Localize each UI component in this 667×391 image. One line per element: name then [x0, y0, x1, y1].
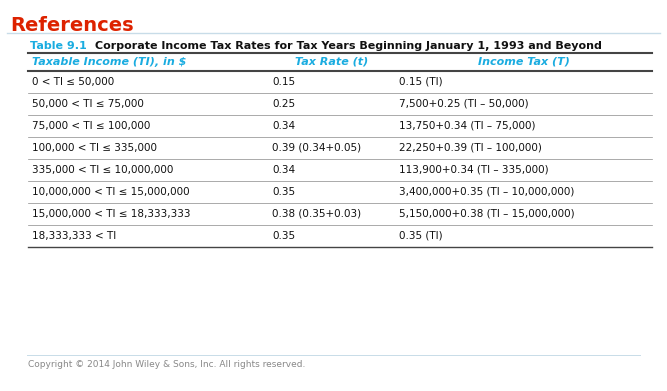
- Text: 0.39 (0.34+0.05): 0.39 (0.34+0.05): [272, 143, 361, 153]
- Text: 0.38 (0.35+0.03): 0.38 (0.35+0.03): [272, 209, 361, 219]
- Text: 0.25: 0.25: [272, 99, 295, 109]
- Text: 75,000 < TI ≤ 100,000: 75,000 < TI ≤ 100,000: [32, 121, 150, 131]
- Text: 0.34: 0.34: [272, 121, 295, 131]
- Text: 50,000 < TI ≤ 75,000: 50,000 < TI ≤ 75,000: [32, 99, 144, 109]
- Text: Taxable Income (TI), in $: Taxable Income (TI), in $: [32, 57, 186, 67]
- Text: Corporate Income Tax Rates for Tax Years Beginning January 1, 1993 and Beyond: Corporate Income Tax Rates for Tax Years…: [95, 41, 602, 51]
- Text: 7,500+0.25 (TI – 50,000): 7,500+0.25 (TI – 50,000): [399, 99, 529, 109]
- Text: 18,333,333 < TI: 18,333,333 < TI: [32, 231, 116, 241]
- Text: 0.15: 0.15: [272, 77, 295, 87]
- Text: 113,900+0.34 (TI – 335,000): 113,900+0.34 (TI – 335,000): [399, 165, 549, 175]
- Text: 3,400,000+0.35 (TI – 10,000,000): 3,400,000+0.35 (TI – 10,000,000): [399, 187, 574, 197]
- Text: 15,000,000 < TI ≤ 18,333,333: 15,000,000 < TI ≤ 18,333,333: [32, 209, 191, 219]
- Text: 100,000 < TI ≤ 335,000: 100,000 < TI ≤ 335,000: [32, 143, 157, 153]
- Text: 22,250+0.39 (TI – 100,000): 22,250+0.39 (TI – 100,000): [399, 143, 542, 153]
- Text: 335,000 < TI ≤ 10,000,000: 335,000 < TI ≤ 10,000,000: [32, 165, 173, 175]
- Text: 5,150,000+0.38 (TI – 15,000,000): 5,150,000+0.38 (TI – 15,000,000): [399, 209, 575, 219]
- Text: Table 9.1: Table 9.1: [30, 41, 87, 51]
- Text: 0.34: 0.34: [272, 165, 295, 175]
- Text: 0.15 (TI): 0.15 (TI): [399, 77, 443, 87]
- Text: 10,000,000 < TI ≤ 15,000,000: 10,000,000 < TI ≤ 15,000,000: [32, 187, 189, 197]
- Text: 0 < TI ≤ 50,000: 0 < TI ≤ 50,000: [32, 77, 114, 87]
- Text: 13,750+0.34 (TI – 75,000): 13,750+0.34 (TI – 75,000): [399, 121, 536, 131]
- Text: References: References: [10, 16, 133, 35]
- Text: Income Tax (T): Income Tax (T): [478, 57, 570, 67]
- Text: 0.35: 0.35: [272, 231, 295, 241]
- Text: 0.35 (TI): 0.35 (TI): [399, 231, 443, 241]
- Text: Tax Rate (t): Tax Rate (t): [295, 57, 368, 67]
- Text: Copyright © 2014 John Wiley & Sons, Inc. All rights reserved.: Copyright © 2014 John Wiley & Sons, Inc.…: [28, 360, 305, 369]
- Text: 0.35: 0.35: [272, 187, 295, 197]
